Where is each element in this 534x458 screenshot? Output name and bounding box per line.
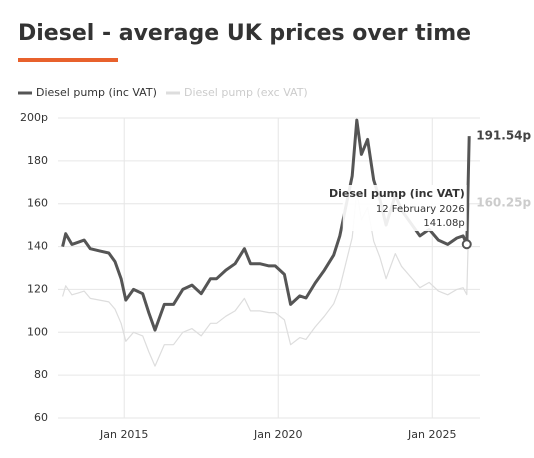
tooltip-date: 12 February 2026 (376, 204, 465, 215)
end-label: 160.25p (476, 196, 531, 210)
y-tick-label: 60 (34, 411, 48, 424)
x-tick-label: Jan 2025 (407, 428, 456, 441)
y-tick-label: 160 (27, 197, 48, 210)
legend-label: Diesel pump (exc VAT) (184, 86, 308, 99)
x-tick-label: Jan 2015 (99, 428, 148, 441)
chart-title: Diesel - average UK prices over time (18, 21, 471, 46)
y-tick-label: 120 (27, 282, 48, 295)
series-line (62, 190, 470, 367)
tooltip-value: 141.08p (423, 218, 464, 229)
y-tick-label: 180 (27, 154, 48, 167)
y-tick-label: 200p (20, 111, 48, 124)
y-tick-label: 140 (27, 240, 48, 253)
title-underline (18, 58, 118, 62)
tooltip-marker (461, 239, 472, 250)
x-tick-label: Jan 2020 (253, 428, 302, 441)
legend-label: Diesel pump (inc VAT) (36, 86, 157, 99)
end-label: 191.54p (476, 129, 531, 143)
y-tick-label: 100 (27, 325, 48, 338)
tooltip-title: Diesel pump (inc VAT) (329, 187, 465, 200)
tooltip-box (342, 185, 467, 231)
y-tick-label: 80 (34, 368, 48, 381)
